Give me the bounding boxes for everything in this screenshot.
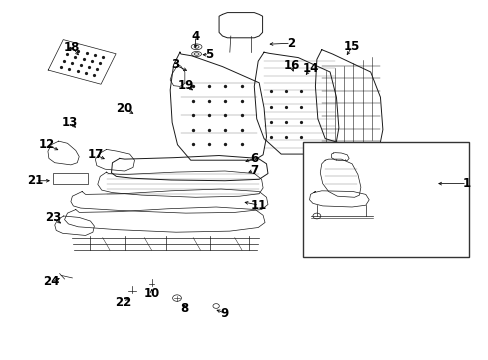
Text: 19: 19 [177,79,194,92]
Text: 22: 22 [115,296,131,309]
Bar [53,173,88,184]
Text: 3: 3 [171,58,179,71]
Text: 1: 1 [462,177,470,190]
Text: 23: 23 [44,211,61,224]
Text: 9: 9 [221,307,228,320]
Text: 21: 21 [27,174,44,187]
Text: 4: 4 [191,30,199,42]
Text: 13: 13 [61,116,78,129]
Text: 20: 20 [116,102,133,115]
Text: 24: 24 [43,275,60,288]
Text: 2: 2 [286,37,294,50]
Text: 18: 18 [64,41,81,54]
Text: 17: 17 [87,148,103,161]
Text: 12: 12 [38,138,55,151]
Text: 10: 10 [143,287,160,300]
Bar [303,142,468,257]
Text: 11: 11 [250,199,267,212]
Text: 14: 14 [302,62,318,75]
Text: 15: 15 [343,40,360,53]
Text: 5: 5 [205,48,213,61]
Text: 7: 7 [250,164,258,177]
Text: 16: 16 [283,59,299,72]
Text: 8: 8 [181,302,188,315]
Text: 6: 6 [250,152,258,165]
